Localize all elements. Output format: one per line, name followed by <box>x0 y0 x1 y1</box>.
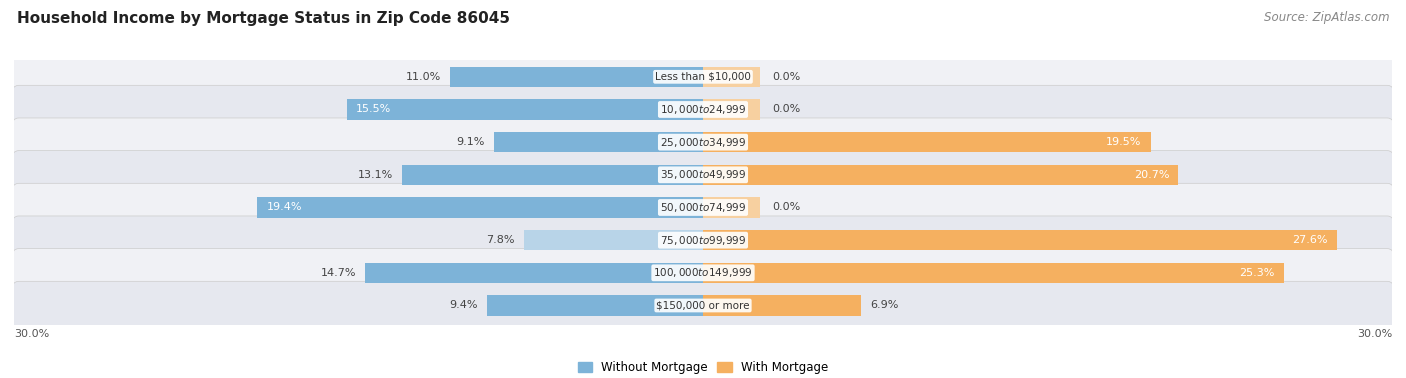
Text: 19.4%: 19.4% <box>267 203 302 212</box>
Text: 13.1%: 13.1% <box>357 170 392 180</box>
Bar <box>703 99 761 119</box>
Text: 20.7%: 20.7% <box>1133 170 1170 180</box>
Text: 25.3%: 25.3% <box>1240 268 1275 278</box>
Text: $100,000 to $149,999: $100,000 to $149,999 <box>654 266 752 279</box>
Text: 27.6%: 27.6% <box>1292 235 1327 245</box>
FancyBboxPatch shape <box>11 53 1395 101</box>
Text: 6.9%: 6.9% <box>870 301 898 310</box>
FancyBboxPatch shape <box>11 118 1395 166</box>
Text: 7.8%: 7.8% <box>486 235 515 245</box>
Text: 15.5%: 15.5% <box>356 104 391 115</box>
Bar <box>703 67 761 87</box>
Text: 0.0%: 0.0% <box>772 203 800 212</box>
Bar <box>450 67 703 87</box>
Bar <box>402 165 703 185</box>
Bar <box>703 230 1337 250</box>
Bar <box>703 197 761 218</box>
Text: $25,000 to $34,999: $25,000 to $34,999 <box>659 136 747 149</box>
FancyBboxPatch shape <box>11 281 1395 330</box>
Text: 0.0%: 0.0% <box>772 104 800 115</box>
Text: 0.0%: 0.0% <box>772 72 800 82</box>
FancyBboxPatch shape <box>11 151 1395 199</box>
Text: $50,000 to $74,999: $50,000 to $74,999 <box>659 201 747 214</box>
Bar <box>703 132 1152 152</box>
Bar <box>494 132 703 152</box>
Bar <box>703 263 1284 283</box>
Text: $150,000 or more: $150,000 or more <box>657 301 749 310</box>
Text: 30.0%: 30.0% <box>1357 329 1392 339</box>
FancyBboxPatch shape <box>11 249 1395 297</box>
Bar <box>366 263 703 283</box>
Text: $10,000 to $24,999: $10,000 to $24,999 <box>659 103 747 116</box>
Text: 9.4%: 9.4% <box>450 301 478 310</box>
FancyBboxPatch shape <box>11 183 1395 232</box>
FancyBboxPatch shape <box>11 85 1395 134</box>
Text: 14.7%: 14.7% <box>321 268 356 278</box>
Text: Source: ZipAtlas.com: Source: ZipAtlas.com <box>1264 11 1389 24</box>
Text: $75,000 to $99,999: $75,000 to $99,999 <box>659 234 747 247</box>
Bar <box>347 99 703 119</box>
Bar <box>703 295 862 316</box>
Text: $35,000 to $49,999: $35,000 to $49,999 <box>659 168 747 181</box>
Text: 30.0%: 30.0% <box>14 329 49 339</box>
Bar <box>257 197 703 218</box>
Bar <box>703 165 1178 185</box>
Text: Household Income by Mortgage Status in Zip Code 86045: Household Income by Mortgage Status in Z… <box>17 11 510 26</box>
FancyBboxPatch shape <box>11 216 1395 264</box>
Bar <box>486 295 703 316</box>
Text: 11.0%: 11.0% <box>406 72 441 82</box>
Bar <box>524 230 703 250</box>
Text: 19.5%: 19.5% <box>1107 137 1142 147</box>
Legend: Without Mortgage, With Mortgage: Without Mortgage, With Mortgage <box>574 357 832 377</box>
Text: Less than $10,000: Less than $10,000 <box>655 72 751 82</box>
Text: 9.1%: 9.1% <box>457 137 485 147</box>
